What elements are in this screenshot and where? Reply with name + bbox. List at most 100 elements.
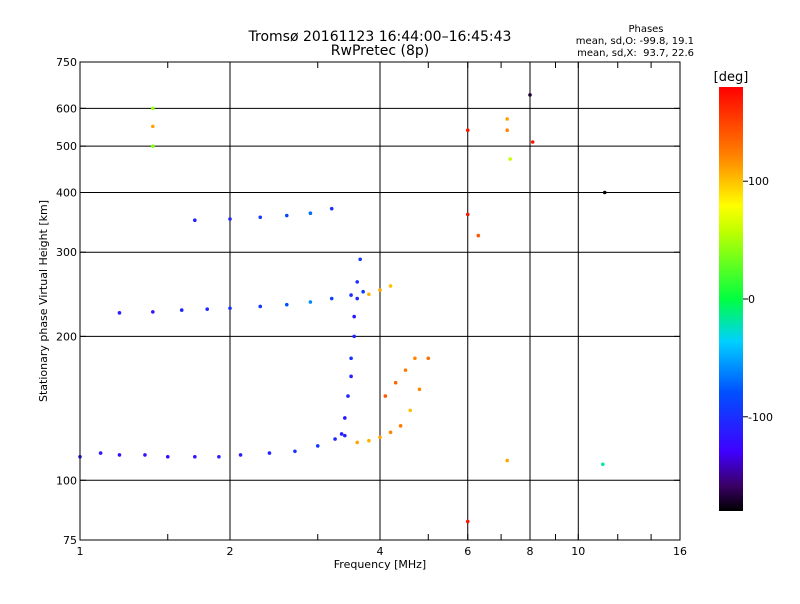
- x-tick-label: 1: [77, 545, 84, 558]
- x-tick-label: 6: [464, 545, 471, 558]
- data-point: [505, 117, 509, 121]
- data-point: [315, 444, 320, 448]
- x-tick-label: 10: [571, 545, 585, 558]
- data-point: [352, 334, 356, 339]
- data-point: [343, 416, 347, 420]
- data-point: [217, 454, 221, 459]
- y-axis-ticks: 75 100 200 300 400 500 600 750: [56, 56, 680, 547]
- x-tick-label: 16: [673, 545, 687, 558]
- data-point: [465, 212, 470, 217]
- colorbar-ticks: 100 0 -100: [743, 175, 773, 424]
- x-tick-label: 2: [227, 545, 234, 558]
- y-tick-label: 100: [56, 474, 77, 487]
- colorbar-tick-label: -100: [748, 411, 773, 424]
- colorbar-tick-label: 100: [748, 175, 769, 188]
- stats-x: mean, sd,X: 93.7, 22.6: [577, 48, 694, 59]
- data-point: [528, 93, 532, 97]
- data-point: [349, 293, 353, 297]
- data-point: [98, 451, 103, 455]
- chart-subtitle: RwPretec (8p): [331, 43, 429, 59]
- data-point: [465, 128, 470, 132]
- data-point: [349, 374, 353, 379]
- data-point: [355, 296, 359, 301]
- x-tick-label: 4: [377, 545, 384, 558]
- data-point: [151, 144, 155, 148]
- data-point: [284, 302, 289, 307]
- data-point: [193, 218, 197, 223]
- data-point: [417, 387, 422, 392]
- data-point: [228, 217, 232, 221]
- data-points: [78, 93, 607, 524]
- data-point: [349, 356, 353, 361]
- data-point: [393, 380, 398, 385]
- data-point: [143, 453, 147, 457]
- data-point: [378, 288, 382, 292]
- y-tick-label: 75: [63, 534, 77, 547]
- data-point: [205, 307, 209, 311]
- data-point: [329, 296, 334, 301]
- data-point: [358, 257, 362, 262]
- data-point: [378, 435, 382, 440]
- y-tick-label: 400: [56, 186, 77, 199]
- data-point: [505, 128, 509, 132]
- data-point: [329, 206, 334, 211]
- y-axis-label: Stationary phase Virtual Height [km]: [37, 200, 50, 402]
- data-point: [530, 140, 535, 144]
- data-point: [151, 310, 155, 314]
- data-point: [117, 453, 122, 457]
- data-point: [165, 454, 170, 459]
- data-point: [258, 304, 263, 309]
- data-point: [601, 462, 605, 467]
- chart-title: Tromsø 20161123 16:44:00–16:45:43: [248, 29, 512, 45]
- data-point: [426, 356, 431, 361]
- y-tick-label: 500: [56, 140, 77, 153]
- data-point: [508, 157, 512, 161]
- x-axis-label: Frequency [MHz]: [334, 558, 426, 571]
- data-point: [413, 356, 417, 361]
- data-point: [293, 449, 297, 454]
- data-point: [476, 233, 481, 238]
- data-point: [284, 213, 289, 218]
- data-point: [343, 433, 347, 438]
- stats-heading: Phases: [628, 24, 663, 35]
- data-point: [367, 292, 371, 297]
- data-point: [193, 454, 197, 459]
- data-point: [308, 211, 313, 216]
- y-tick-label: 300: [56, 246, 77, 259]
- gridlines: [80, 62, 680, 540]
- data-point: [238, 453, 243, 457]
- colorbar-gradient: [719, 87, 743, 511]
- stats-o: mean, sd,O: -99.8, 19.1: [576, 36, 694, 47]
- data-point: [151, 124, 155, 129]
- data-point: [308, 300, 313, 304]
- y-tick-label: 600: [56, 102, 77, 115]
- data-point: [151, 106, 155, 111]
- data-point: [602, 190, 607, 195]
- data-point: [388, 430, 393, 435]
- data-point: [267, 451, 272, 455]
- data-point: [333, 437, 337, 441]
- data-point: [339, 432, 344, 436]
- data-point: [258, 215, 263, 220]
- data-point: [398, 424, 403, 428]
- colorbar-label: [deg]: [714, 70, 749, 85]
- colorbar-tick-label: 0: [748, 293, 755, 306]
- data-point: [505, 458, 509, 463]
- data-point: [367, 438, 371, 443]
- y-tick-label: 750: [56, 56, 77, 69]
- x-axis-ticks: 1 2 4 6 8 10 16: [77, 62, 687, 558]
- data-point: [361, 289, 365, 294]
- y-tick-label: 200: [56, 330, 77, 343]
- data-point: [346, 394, 350, 398]
- data-point: [403, 368, 408, 372]
- data-point: [383, 394, 388, 398]
- data-point: [355, 280, 359, 284]
- x-tick-label: 8: [527, 545, 534, 558]
- data-point: [117, 311, 122, 315]
- data-point: [355, 440, 359, 445]
- data-point: [228, 306, 232, 311]
- data-point: [388, 284, 393, 288]
- data-point: [179, 308, 184, 312]
